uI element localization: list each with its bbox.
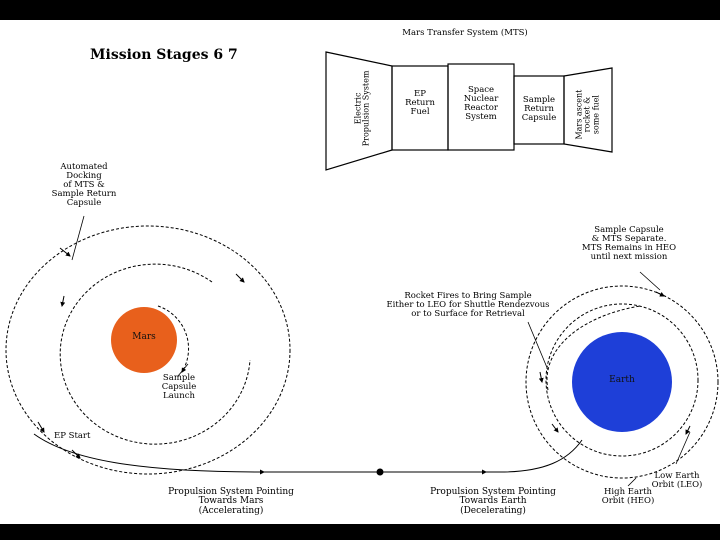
page-title: Mission Stages 6 7 (90, 47, 238, 63)
diagram-graphics (5, 51, 719, 487)
mts-capsule-label: Sample Return Capsule (521, 95, 557, 123)
mars-label: Mars (132, 332, 156, 342)
towards-mars-label: Propulsion System Pointing Towards Mars (A… (168, 487, 294, 516)
ascent-rocket-module (563, 67, 613, 153)
transfer-trajectory (33, 433, 583, 476)
rocket-fires-label: Rocket Fires to Bring Sample Either to LE… (386, 291, 550, 319)
leader-lines (71, 215, 691, 487)
diagram-canvas: Mission Stages 6 7 Mars Transfer System … (0, 20, 720, 524)
earth-leo-orbit (545, 303, 699, 457)
heo-label: High Earth Orbit (HEO) (601, 487, 655, 506)
mars-inner-orbit (157, 305, 189, 373)
separate-label: Sample Capsule & MTS Separate. MTS Remains… (581, 225, 677, 262)
mts-electric-label: Electric Propulsion System (353, 70, 371, 147)
mars-outer-orbit (5, 225, 291, 475)
mts-ep-fuel-label: EP Return Fuel (405, 89, 435, 117)
ep-start-label: EP Start (54, 431, 91, 441)
earth-orbits (525, 285, 719, 479)
mars-mid-orbit (59, 263, 251, 445)
mars-planet (111, 307, 177, 373)
launch-label: Sample Capsule Launch (161, 373, 197, 401)
mts-heading: Mars Transfer System (MTS) (402, 28, 528, 38)
docking-label: Automated Docking of MTS & Sample Return Cap… (51, 162, 117, 208)
earth-planet (572, 332, 672, 432)
mts-ascent-label: Mars ascent rocket & some fuel (574, 89, 601, 140)
leo-label: Low Earth Orbit (LEO) (651, 471, 703, 490)
earth-label: Earth (609, 375, 635, 385)
earth-heo-orbit (525, 285, 719, 479)
mts-reactor-label: Space Nuclear Reactor System (463, 85, 499, 122)
earth-orbit-arrows (538, 291, 691, 435)
mts-spacecraft-diagram (325, 51, 613, 171)
trajectory-midpoint (376, 468, 384, 476)
towards-earth-label: Propulsion System Pointing Towards Earth(… (430, 487, 556, 516)
mars-orbits (5, 225, 291, 475)
